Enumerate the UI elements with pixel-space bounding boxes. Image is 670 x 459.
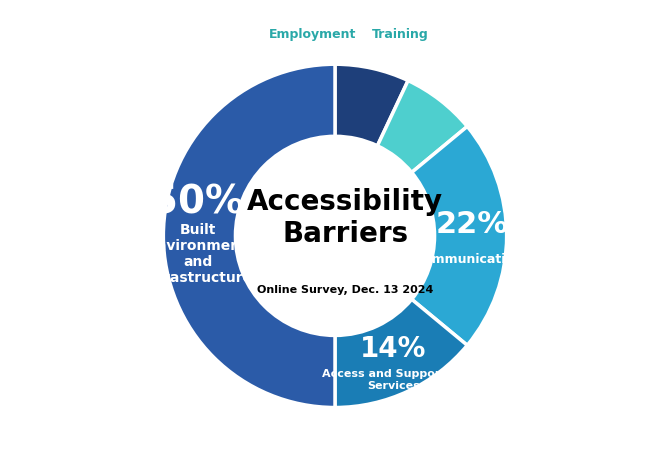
Text: Communications: Communications — [414, 252, 531, 265]
Text: Accessibility
Barriers: Accessibility Barriers — [247, 187, 444, 248]
Text: Employment: Employment — [269, 28, 356, 41]
Text: 14%: 14% — [360, 334, 427, 362]
Wedge shape — [377, 81, 467, 173]
Wedge shape — [335, 65, 408, 146]
Wedge shape — [335, 300, 467, 408]
Circle shape — [235, 137, 435, 336]
Text: Access and Supportive
Services: Access and Supportive Services — [322, 369, 464, 390]
Text: 22%: 22% — [436, 210, 509, 239]
Wedge shape — [411, 127, 507, 346]
Text: Training: Training — [372, 28, 429, 41]
Text: Online Survey, Dec. 13 2024: Online Survey, Dec. 13 2024 — [257, 285, 433, 294]
Text: Built
Environment
and
Infrastructure: Built Environment and Infrastructure — [143, 222, 253, 285]
Wedge shape — [163, 65, 335, 408]
Text: 50%: 50% — [151, 183, 244, 221]
